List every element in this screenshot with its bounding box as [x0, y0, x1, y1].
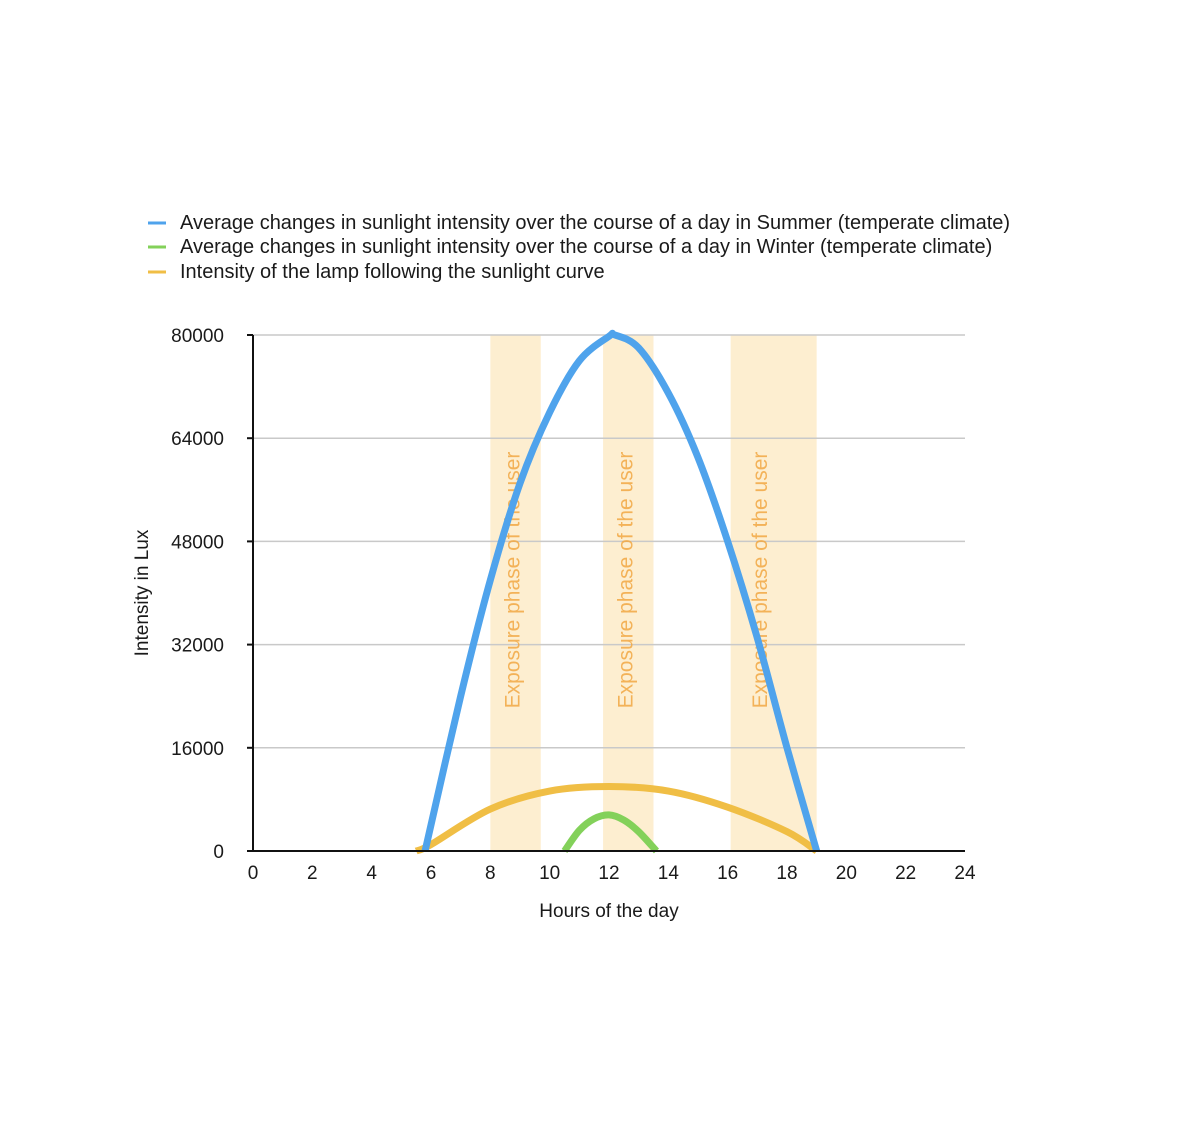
exposure-band-label-3: Exposure phase of the user: [749, 452, 772, 709]
x-tick-label-0: 0: [248, 863, 259, 884]
legend-entry-winter: Average changes in sunlight intensity ov…: [148, 236, 992, 258]
y-tick-label-16000: 16000: [171, 739, 224, 760]
y-tick-label-64000: 64000: [171, 429, 224, 450]
x-tick-label-18: 18: [776, 863, 797, 884]
x-tick-label-22: 22: [895, 863, 916, 884]
legend-entry-summer-label: Average changes in sunlight intensity ov…: [180, 212, 1010, 234]
x-tick-label-6: 6: [426, 863, 437, 884]
exposure-band-1: [490, 335, 541, 851]
y-tick-label-80000: 80000: [171, 326, 224, 347]
y-tick-label-32000: 32000: [171, 636, 224, 657]
legend-entry-lamp: Intensity of the lamp following the sunl…: [148, 261, 605, 283]
series-winter-line: [561, 811, 660, 854]
exposure-band-label-2: Exposure phase of the user: [614, 452, 637, 709]
series-lines: [414, 329, 821, 855]
legend-entry-winter-label: Average changes in sunlight intensity ov…: [180, 236, 992, 258]
x-tick-label-12: 12: [598, 863, 619, 884]
x-tick-label-14: 14: [658, 863, 680, 884]
y-tick-label-0: 0: [213, 842, 224, 863]
legend-entry-lamp-label: Intensity of the lamp following the sunl…: [180, 261, 605, 283]
x-tick-label-2: 2: [307, 863, 318, 884]
exposure-band-2: [603, 335, 654, 851]
x-tick-label-8: 8: [485, 863, 496, 884]
x-ticks: 0 2 4 6 8 10 12 14 16 18 20 22 24: [248, 863, 976, 884]
x-tick-label-24: 24: [954, 863, 976, 884]
series-summer-line: [421, 329, 821, 852]
legend-entry-summer: Average changes in sunlight intensity ov…: [148, 212, 1010, 234]
x-tick-label-10: 10: [539, 863, 560, 884]
x-tick-label-16: 16: [717, 863, 738, 884]
y-axis-title: Intensity in Lux: [132, 529, 153, 656]
axes: [252, 335, 965, 852]
x-axis-title: Hours of the day: [539, 901, 679, 922]
legend: Average changes in sunlight intensity ov…: [148, 212, 1010, 283]
series-lamp-line: [414, 783, 819, 855]
y-tick-label-48000: 48000: [171, 532, 224, 553]
x-tick-label-4: 4: [366, 863, 377, 884]
y-ticks: 0 16000 32000 48000 64000 80000: [171, 326, 253, 863]
x-tick-label-20: 20: [836, 863, 857, 884]
